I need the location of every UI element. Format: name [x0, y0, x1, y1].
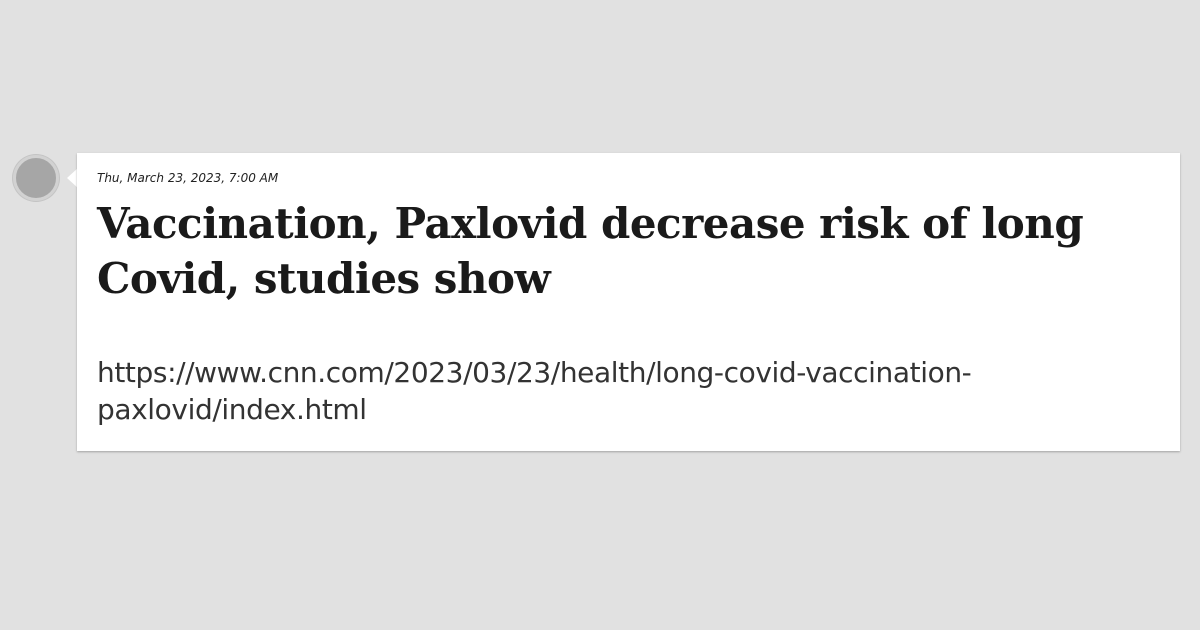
timeline-dot [13, 155, 59, 201]
post-card: Thu, March 23, 2023, 7:00 AM Vaccination… [77, 153, 1180, 451]
post-date: Thu, March 23, 2023, 7:00 AM [97, 171, 279, 185]
post-url-line-1: https://www.cnn.com/2023/03/23/health/lo… [97, 356, 972, 389]
post-url-line-2: paxlovid/index.html [97, 393, 367, 426]
post-title: Vaccination, Paxlovid decrease risk of l… [97, 199, 1084, 303]
card-pointer [67, 168, 78, 188]
post-url-link[interactable]: https://www.cnn.com/2023/03/23/health/lo… [97, 354, 1150, 428]
